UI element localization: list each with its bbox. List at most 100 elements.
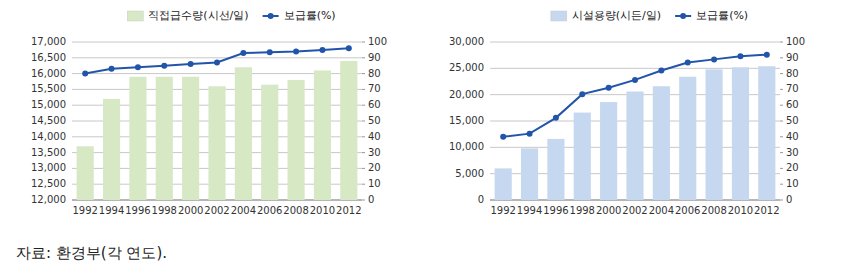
footnote: 자료: 환경부(각 연도). <box>16 244 167 262</box>
bar <box>103 99 120 200</box>
y2-tick <box>362 136 365 137</box>
x-tick-label: 2012 <box>336 205 361 216</box>
grid-line <box>72 42 362 43</box>
figure: 12,00012,50013,00013,50014,00014,50015,0… <box>0 0 844 275</box>
line-marker <box>737 53 743 59</box>
y2-tick-label: 80 <box>368 68 381 79</box>
x-tick-label: 2004 <box>231 205 256 216</box>
bar <box>732 67 749 200</box>
y2-tick <box>362 152 365 153</box>
y2-tick-label: 0 <box>368 194 374 205</box>
line-marker <box>658 67 664 73</box>
y-tick-label: 0 <box>478 194 484 205</box>
x-tick-label: 1992 <box>490 205 515 216</box>
y2-tick <box>362 168 365 169</box>
bar <box>314 70 331 200</box>
y2-tick-label: 60 <box>368 99 381 110</box>
y-tick-label: 25,000 <box>449 62 484 73</box>
grid-line <box>490 42 780 43</box>
y2-tick <box>780 89 783 90</box>
y2-tick <box>780 184 783 185</box>
y2-tick <box>780 42 783 43</box>
y2-tick-label: 70 <box>368 83 381 94</box>
y2-tick-label: 20 <box>368 162 381 173</box>
line-marker <box>500 134 506 140</box>
y2-tick <box>780 121 783 122</box>
y2-tick <box>780 73 783 74</box>
y2-tick <box>362 42 365 43</box>
y2-tick-label: 0 <box>786 194 792 205</box>
bar <box>208 86 225 200</box>
y-tick-label: 5,000 <box>455 168 484 179</box>
x-tick-label: 2012 <box>754 205 779 216</box>
bar <box>547 139 564 200</box>
x-tick-label: 2010 <box>310 205 335 216</box>
y-tick-label: 20,000 <box>449 89 484 100</box>
y-tick-label: 30,000 <box>449 36 484 47</box>
legend-marker <box>680 13 686 19</box>
line-marker <box>579 91 585 97</box>
y-tick-label: 12,000 <box>31 194 66 205</box>
y2-tick <box>362 184 365 185</box>
line-marker <box>685 60 691 66</box>
bar <box>495 168 512 200</box>
line-marker <box>527 131 533 137</box>
y2-tick <box>362 105 365 106</box>
line-marker <box>135 64 141 70</box>
y2-tick <box>362 73 365 74</box>
y2-tick-label: 10 <box>786 178 799 189</box>
x-tick-label: 1996 <box>125 205 150 216</box>
bar <box>288 80 305 200</box>
bar <box>521 148 538 200</box>
line-marker <box>240 50 246 56</box>
line-marker <box>82 71 88 77</box>
x-tick-label: 1996 <box>543 205 568 216</box>
y2-tick <box>362 200 365 201</box>
legend: 직접급수량(시선/일) 보급률(%) <box>127 9 335 22</box>
x-tick-label: 2002 <box>204 205 229 216</box>
x-tick-label: 2000 <box>596 205 621 216</box>
grid-line <box>72 57 362 58</box>
y-tick-label: 13,500 <box>31 147 66 158</box>
x-tick-label: 2006 <box>675 205 700 216</box>
y2-tick-label: 100 <box>786 36 805 47</box>
line-marker <box>188 61 194 67</box>
bar <box>340 61 357 200</box>
y-tick-label: 16,000 <box>31 68 66 79</box>
line-marker <box>293 48 299 54</box>
y2-tick <box>780 105 783 106</box>
plot-area <box>495 52 776 200</box>
bar <box>653 86 670 200</box>
line-marker <box>632 77 638 83</box>
x-tick-label: 2010 <box>728 205 753 216</box>
line <box>503 55 767 137</box>
x-tick-label: 2002 <box>622 205 647 216</box>
y2-tick-label: 60 <box>786 99 799 110</box>
y2-tick <box>362 57 365 58</box>
y2-tick <box>362 121 365 122</box>
legend-label: 직접급수량(시선/일) <box>148 9 248 22</box>
chart: 12,00012,50013,00013,50014,00014,50015,0… <box>31 9 387 275</box>
line-marker <box>711 56 717 62</box>
y2-tick-label: 70 <box>786 83 799 94</box>
legend: 시설용량(시든/일)보급률(%) <box>551 9 748 22</box>
y2-tick-label: 30 <box>786 147 799 158</box>
legend-label: 시설용량(시든/일) <box>572 9 661 22</box>
legend-swatch <box>127 11 143 21</box>
y-tick-label: 13,000 <box>31 162 66 173</box>
legend-label: 보급률(%) <box>284 9 336 22</box>
y2-tick-label: 30 <box>368 147 381 158</box>
y-tick-label: 10,000 <box>449 141 484 152</box>
y2-tick-label: 10 <box>368 178 381 189</box>
y2-tick <box>780 152 783 153</box>
line-marker <box>161 63 167 69</box>
y2-tick-label: 50 <box>786 115 799 126</box>
y2-tick <box>780 168 783 169</box>
line-marker <box>319 47 325 53</box>
bar <box>77 146 94 200</box>
bar <box>574 113 591 200</box>
y-tick-label: 17,000 <box>31 36 66 47</box>
y2-tick-label: 90 <box>368 52 381 63</box>
y2-tick <box>780 57 783 58</box>
line <box>85 48 349 73</box>
